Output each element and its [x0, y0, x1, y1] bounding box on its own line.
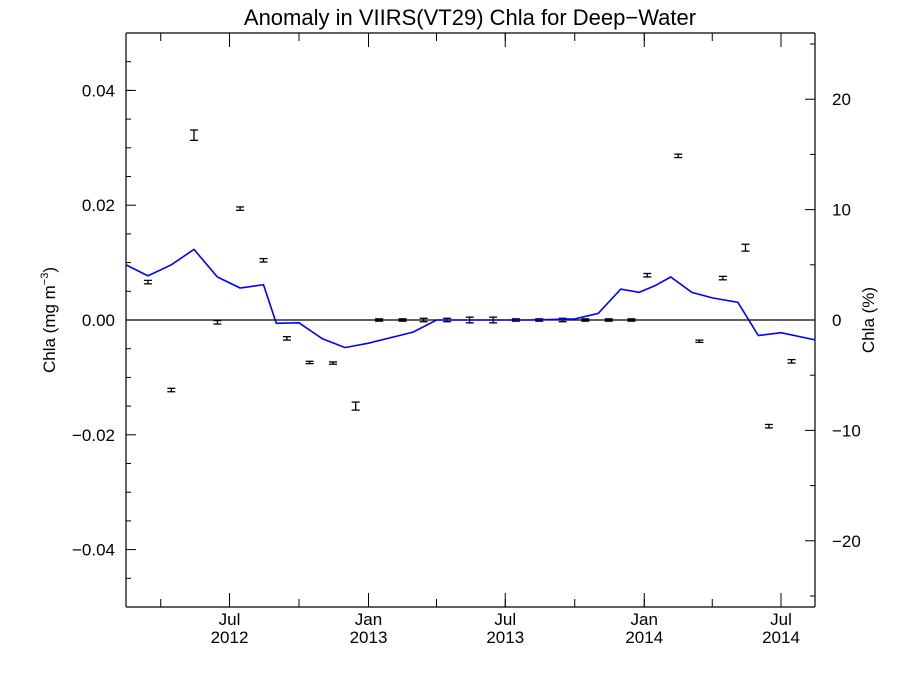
left-tick-label: 0.04 — [82, 81, 115, 100]
right-tick-label: −20 — [832, 532, 861, 551]
error-bar — [282, 335, 291, 341]
x-tick-month-label: Jul — [219, 610, 241, 629]
error-bar — [643, 272, 652, 278]
percent-line — [125, 248, 816, 349]
error-bar — [167, 387, 176, 393]
error-bar — [674, 153, 683, 159]
left-tick-label: −0.04 — [72, 541, 115, 560]
left-tick-label: 0.02 — [82, 196, 115, 215]
x-tick-year-label: 2014 — [625, 628, 663, 647]
error-bar — [351, 401, 360, 411]
percent-line-series — [125, 248, 816, 349]
left-y-axis: −0.04 −0.02 0.00 0.02 0.04 — [72, 32, 136, 608]
error-bar — [764, 423, 773, 429]
error-bar — [627, 318, 636, 322]
left-tick-label: −0.02 — [72, 426, 115, 445]
right-axis-label: Chla (%) — [859, 287, 878, 353]
error-bar — [741, 243, 750, 252]
x-tick-year-label: 2013 — [486, 628, 524, 647]
error-bar — [143, 279, 152, 285]
error-bar — [398, 318, 407, 322]
error-bar — [695, 339, 704, 344]
x-tick-month-label: Jan — [631, 610, 658, 629]
chart-title: Anomaly in VIIRS(VT29) Chla for Deep−Wat… — [244, 5, 696, 30]
x-tick-month-label: Jan — [355, 610, 382, 629]
left-tick-label: 0.00 — [82, 311, 115, 330]
right-tick-label: −10 — [832, 421, 861, 440]
error-bar — [581, 318, 590, 322]
right-tick-label: 20 — [832, 90, 851, 109]
x-tick-year-label: 2012 — [211, 628, 249, 647]
error-bar — [236, 206, 245, 212]
error-bar — [305, 360, 314, 365]
error-bar — [718, 275, 727, 281]
error-bar — [259, 257, 268, 263]
right-y-axis: −20 −10 0 10 20 — [805, 43, 861, 597]
x-tick-month-label: Jul — [770, 610, 792, 629]
x-tick-year-label: 2014 — [762, 628, 800, 647]
error-bar — [604, 318, 613, 322]
right-tick-label: 0 — [832, 311, 841, 330]
error-bar — [189, 129, 198, 141]
error-bar — [213, 319, 222, 325]
x-tick-month-label: Jul — [494, 610, 516, 629]
error-bar-series — [143, 129, 796, 429]
error-bar — [787, 358, 796, 364]
right-tick-label: 10 — [832, 201, 851, 220]
error-bar — [375, 318, 384, 322]
error-bar — [329, 361, 338, 365]
error-bar — [419, 317, 428, 323]
left-axis-label: Chla (mg m−3) — [39, 267, 59, 373]
x-tick-year-label: 2013 — [350, 628, 388, 647]
